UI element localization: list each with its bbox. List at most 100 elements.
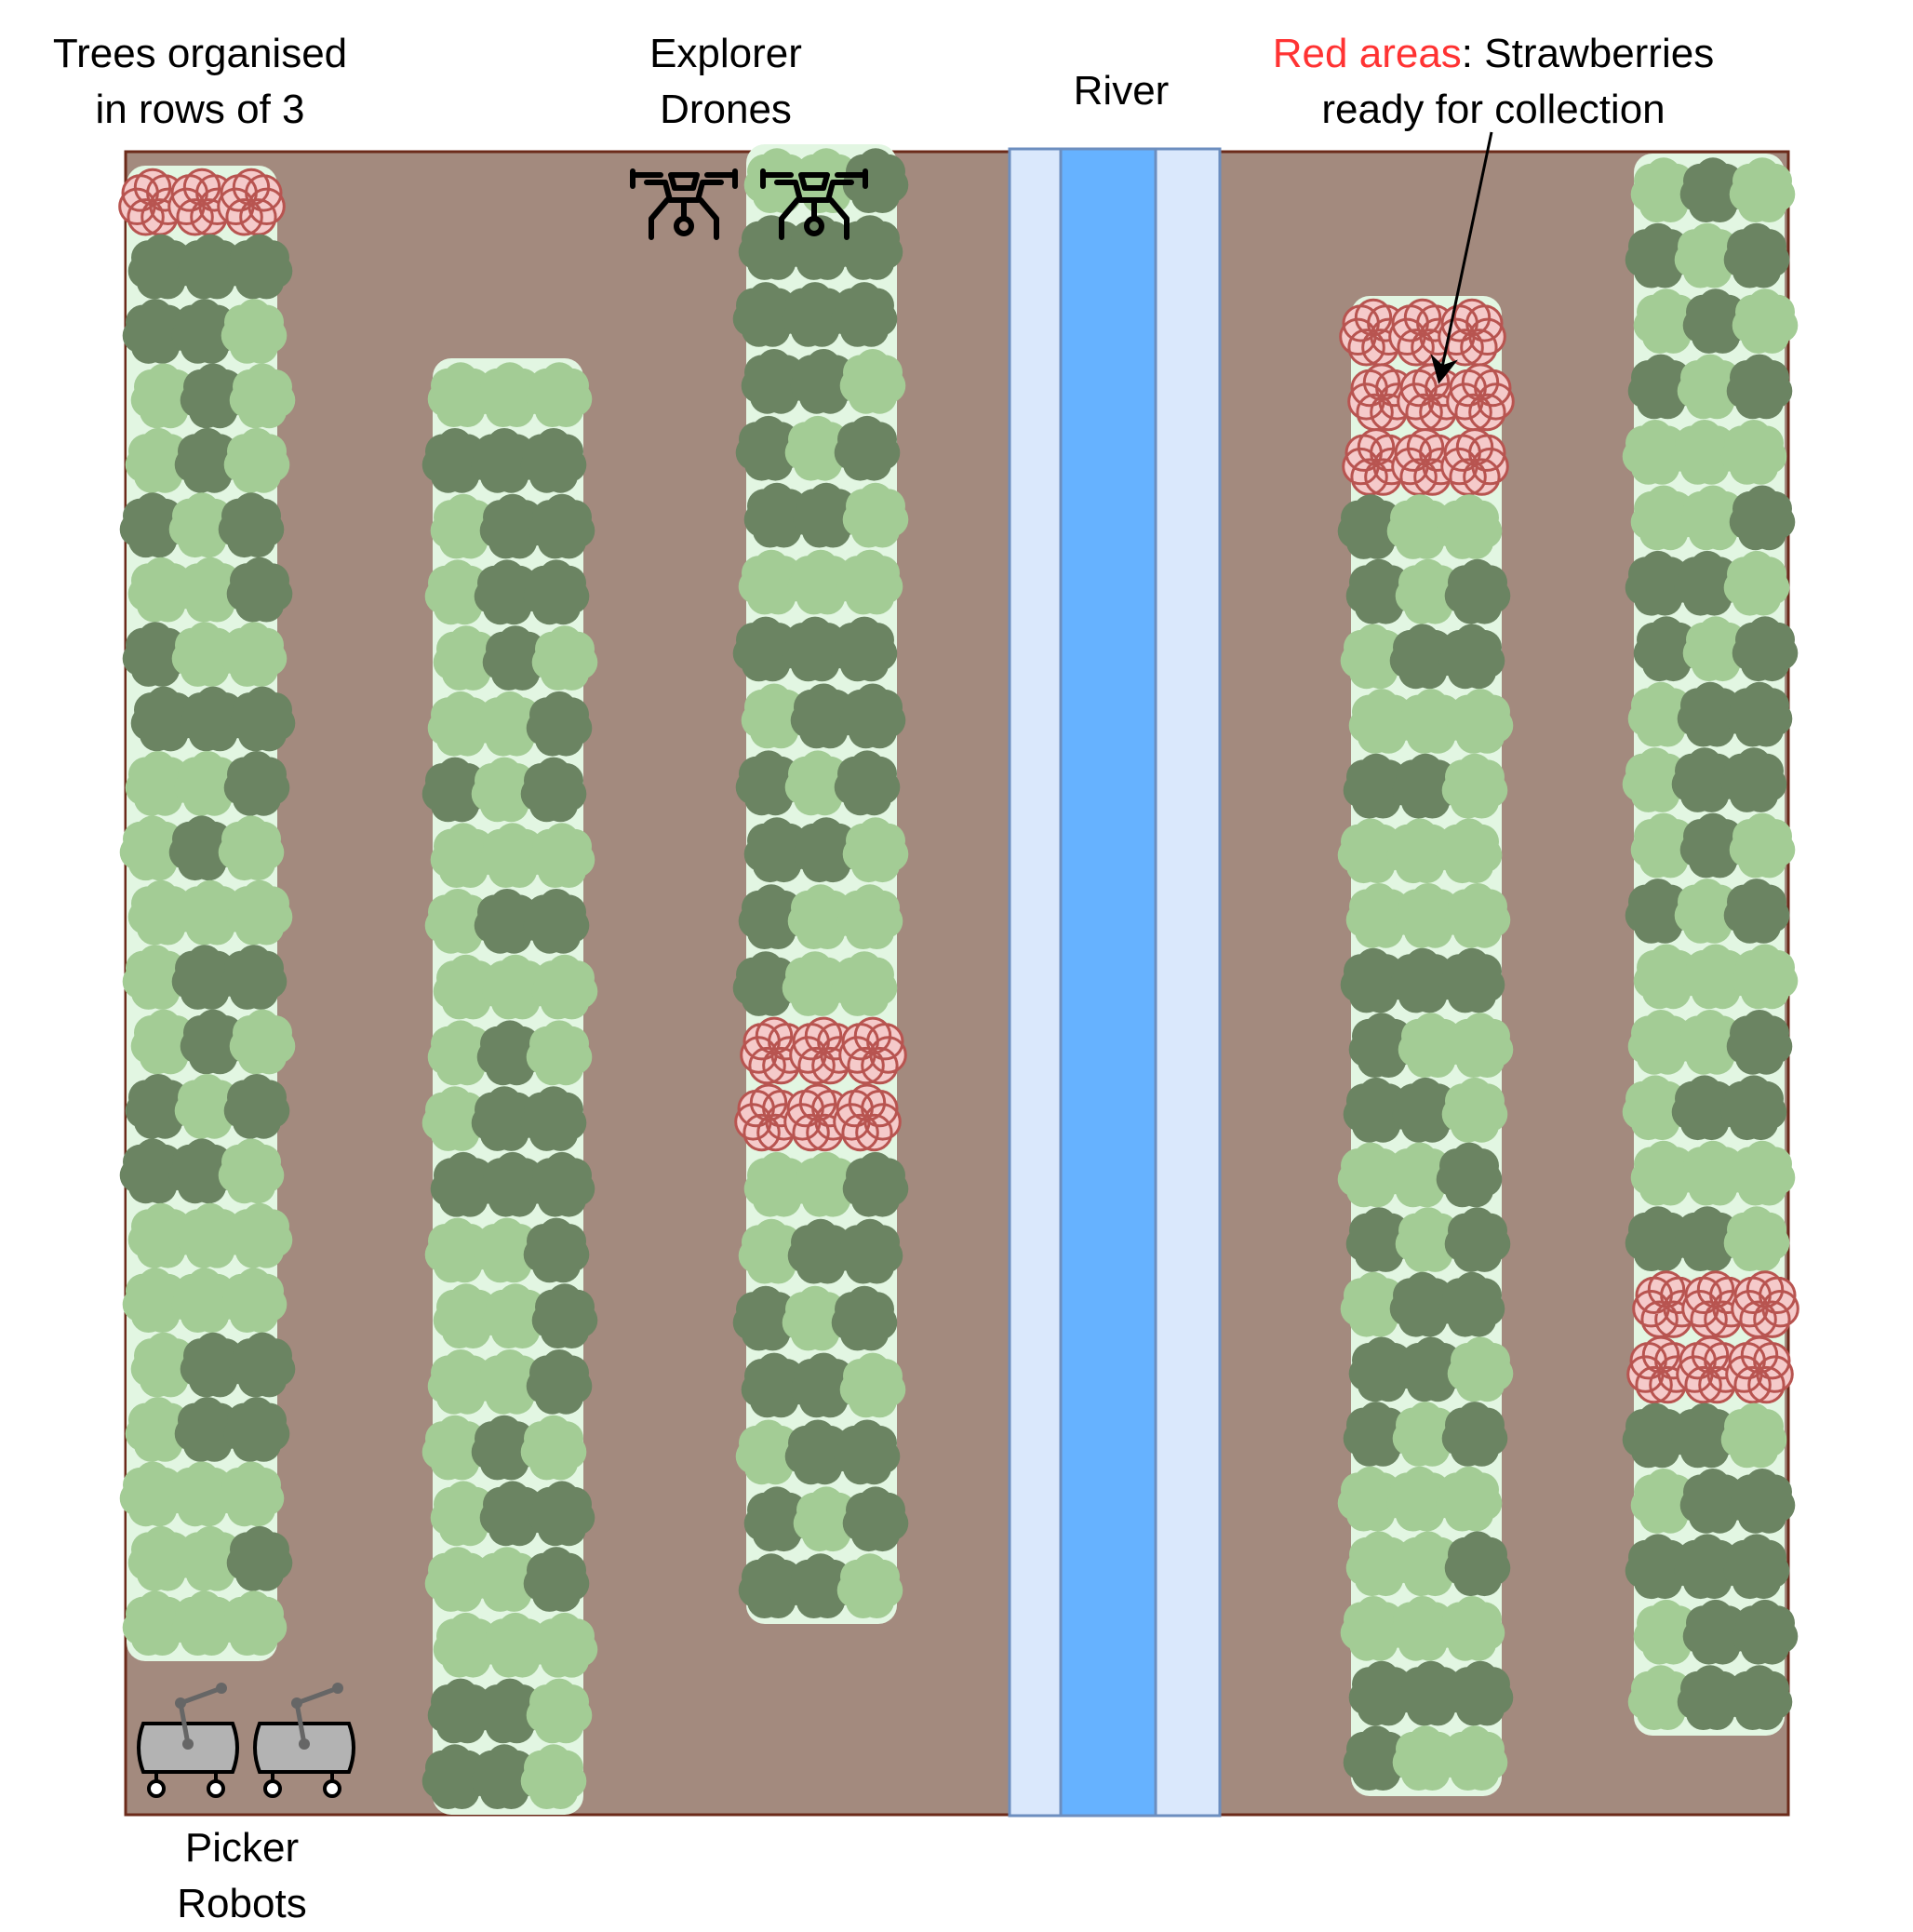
tree-cluster [171, 945, 238, 1010]
tree-cluster [831, 282, 898, 347]
tree-cluster [226, 1525, 293, 1591]
tree-cluster [523, 1547, 590, 1612]
tree-cluster [743, 1151, 810, 1217]
tree-cluster [421, 1086, 488, 1151]
tree-cluster [171, 1590, 238, 1657]
tree-cluster [1343, 1725, 1410, 1791]
tree-cluster [1726, 681, 1793, 747]
tree-cluster [1345, 558, 1412, 624]
tree-cluster [482, 1283, 549, 1349]
tree-cluster [482, 954, 549, 1020]
tree-cluster [1625, 1206, 1692, 1272]
tree-cluster [1345, 1207, 1412, 1272]
tree-cluster [743, 817, 810, 883]
tree-cluster [784, 415, 851, 481]
tree-cluster [171, 299, 238, 364]
tree-cluster [1392, 753, 1459, 819]
tree-cluster [180, 686, 247, 752]
tree-cluster [1444, 1207, 1511, 1272]
ripe-strawberry-cluster [838, 1016, 907, 1085]
trees-label-line2: in rows of 3 [95, 87, 305, 132]
tree-cluster [1674, 879, 1741, 944]
tree-cluster [790, 683, 857, 749]
tree-cluster [842, 482, 909, 548]
tree-cluster [738, 215, 805, 280]
drone-icon [760, 168, 868, 240]
tree-cluster [836, 549, 903, 615]
tree-cluster [1671, 747, 1738, 812]
tree-cluster [735, 1419, 802, 1485]
tree-cluster [1720, 420, 1787, 485]
ripe-strawberry-cluster [740, 1016, 809, 1085]
tree-cluster [430, 493, 497, 559]
tree-cluster [834, 750, 901, 816]
tree-cluster [1389, 1595, 1456, 1661]
tree-cluster [1720, 1402, 1787, 1469]
tree-cluster [1679, 485, 1746, 551]
tree-cluster [1386, 818, 1453, 884]
tree-cluster [1630, 485, 1697, 551]
ripe-strawberry-cluster [167, 168, 236, 236]
tree-cluster [122, 622, 189, 687]
tree-cluster [1340, 1271, 1407, 1337]
tree-cluster [839, 349, 906, 414]
tree-cluster [1732, 1599, 1799, 1665]
tree-cluster [226, 234, 293, 300]
tree-cluster [1726, 1010, 1793, 1075]
tree-cluster [782, 282, 849, 347]
tree-cluster [523, 1217, 590, 1283]
tree-cluster [223, 1073, 290, 1139]
tree-cluster [1337, 494, 1404, 559]
tree-cluster [1633, 1599, 1700, 1665]
tree-cluster [1677, 1010, 1744, 1075]
tree-cluster [842, 1486, 909, 1552]
tree-cluster [479, 1481, 546, 1547]
tree-cluster [433, 625, 500, 691]
tree-cluster [831, 616, 898, 682]
tree-cluster [218, 1138, 285, 1204]
tree-cluster [1444, 1531, 1511, 1597]
tree-cluster [427, 691, 494, 757]
tree-cluster [834, 1419, 901, 1485]
tree-cluster [130, 686, 197, 752]
tree-cluster [1392, 1402, 1459, 1467]
tree-cluster [528, 493, 595, 559]
tree-cluster [1398, 1013, 1465, 1079]
tree-cluster [479, 493, 546, 559]
ripe-strawberry-cluster [1632, 1270, 1701, 1338]
tree-cluster [1682, 616, 1749, 682]
tree-cluster [831, 951, 898, 1016]
tree-cluster [433, 1283, 500, 1349]
tree-cluster [839, 683, 906, 749]
tree-cluster [1622, 1075, 1689, 1141]
tree-cluster [1723, 222, 1790, 288]
tree-cluster [787, 1218, 854, 1284]
tree-cluster [1625, 222, 1692, 288]
tree-cluster [1630, 1469, 1697, 1534]
river-label-text: River [1073, 68, 1170, 114]
tree-cluster [1720, 747, 1787, 812]
tree-cluster [784, 1419, 851, 1485]
tree-cluster [1337, 1142, 1404, 1208]
tree-cluster [1436, 1142, 1503, 1208]
tree-cluster [168, 1461, 235, 1527]
tree-cluster [1441, 1077, 1508, 1143]
ripe-strawberry-cluster [1676, 1335, 1745, 1404]
tree-row [421, 358, 598, 1815]
tree-cluster [471, 1086, 538, 1151]
tree-cluster [1392, 1077, 1459, 1143]
tree-cluster [1627, 1665, 1694, 1731]
picker-label-line1: Picker [184, 1825, 300, 1871]
tree-cluster [743, 482, 810, 548]
tree-cluster [1674, 1206, 1741, 1272]
tree-cluster [1337, 818, 1404, 884]
tree-cluster [221, 299, 288, 364]
tree-cluster [1441, 1402, 1508, 1467]
tree-cluster [223, 750, 290, 816]
tree-cluster [474, 1547, 541, 1612]
ripe-strawberry-cluster [1339, 298, 1408, 367]
tree-cluster [1340, 624, 1407, 690]
ripe-strawberry-cluster [118, 168, 187, 236]
tree-cluster [732, 282, 799, 347]
